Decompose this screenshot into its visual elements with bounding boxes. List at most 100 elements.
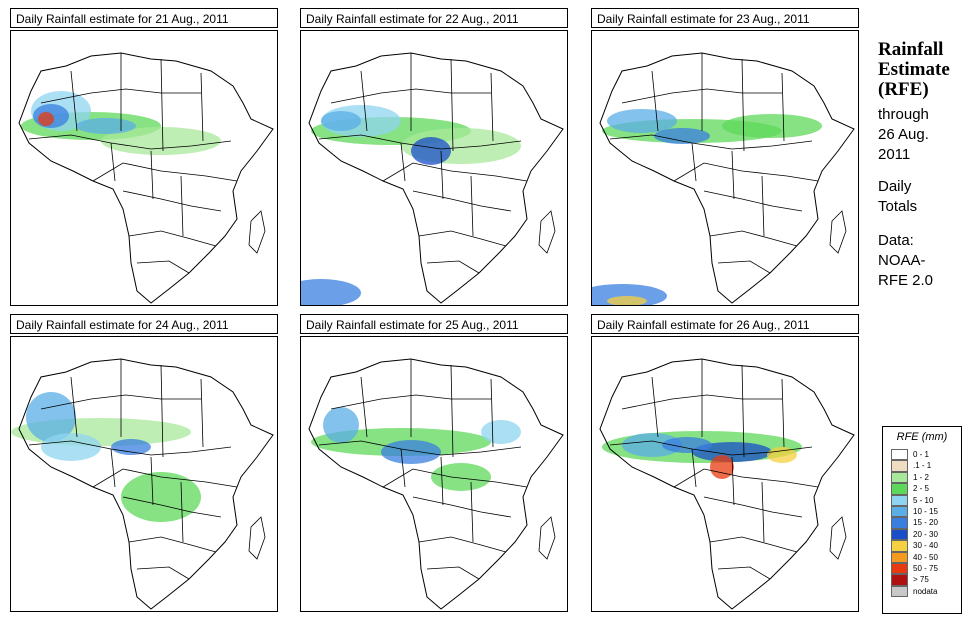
- legend-item: 5 - 10: [883, 494, 961, 506]
- legend-label: 10 - 15: [913, 506, 938, 516]
- heading-rainfall: Rainfall: [878, 39, 944, 60]
- rainfall-map-svg: [592, 52, 855, 305]
- legend-swatch: [891, 562, 908, 575]
- data-source-line2: RFE 2.0: [878, 272, 934, 289]
- map-panel-21-aug: Daily Rainfall estimate for 21 Aug., 201…: [10, 8, 280, 308]
- madagascar: [538, 210, 556, 254]
- legend-label: 15 - 20: [913, 518, 938, 528]
- legend-swatch: [891, 449, 908, 461]
- madagascar: [829, 516, 847, 560]
- rainfall-overlay: [592, 109, 822, 305]
- madagascar: [248, 516, 266, 560]
- through-label: through: [878, 106, 929, 123]
- madagascar: [248, 210, 266, 254]
- land-area: [600, 53, 854, 303]
- legend-label: 20 - 30: [913, 529, 938, 539]
- legend-swatch: [891, 528, 908, 541]
- country-borders: [318, 53, 528, 274]
- country-borders: [609, 359, 819, 580]
- panel-title: Daily Rainfall estimate for 22 Aug., 201…: [300, 8, 568, 28]
- totals-label: Totals: [878, 198, 918, 215]
- legend-swatch: [891, 585, 908, 598]
- legend-label: > 75: [913, 575, 929, 585]
- legend-item: 20 - 30: [883, 528, 961, 541]
- legend-title: RFE (mm): [896, 431, 948, 443]
- coastline: [308, 358, 564, 610]
- legend-item: 40 - 50: [883, 551, 961, 563]
- rainfall-overlay: [21, 91, 221, 155]
- rainfall-overlay: [301, 105, 521, 305]
- heading-rfe: (RFE): [878, 79, 929, 100]
- legend-item: 30 - 40: [883, 540, 961, 552]
- legend-label: 5 - 10: [913, 495, 934, 505]
- land-area: [309, 53, 563, 303]
- rainfall-map-svg: [301, 52, 564, 305]
- country-borders: [28, 53, 238, 274]
- panel-title: Daily Rainfall estimate for 21 Aug., 201…: [10, 8, 278, 28]
- legend-swatch: [891, 483, 908, 495]
- legend-swatch: [891, 505, 908, 518]
- panel-title: Daily Rainfall estimate for 25 Aug., 201…: [300, 314, 568, 334]
- panel-title: Daily Rainfall estimate for 26 Aug., 201…: [591, 314, 859, 334]
- rainfall-map-svg: [11, 358, 274, 610]
- legend-label: 2 - 5: [913, 484, 930, 494]
- map-panel-25-aug: Daily Rainfall estimate for 25 Aug., 201…: [300, 314, 570, 614]
- legend-item: > 75: [883, 574, 961, 586]
- country-borders: [28, 359, 238, 580]
- heading-estimate: Estimate: [878, 59, 950, 80]
- legend-swatch: [891, 517, 908, 529]
- africa-rainfall-map: [591, 336, 859, 612]
- through-year: 2011: [878, 146, 911, 163]
- map-description: Rainfall Estimate (RFE) through 26 Aug. …: [878, 40, 963, 291]
- coastline: [18, 358, 274, 610]
- country-borders: [609, 53, 819, 274]
- legend-item: 15 - 20: [883, 517, 961, 529]
- africa-rainfall-map: [10, 336, 278, 612]
- legend-label: 30 - 40: [913, 541, 938, 551]
- data-label: Data:: [878, 232, 914, 249]
- legend-swatch: [891, 460, 908, 472]
- rainfall-map-svg: [308, 358, 564, 610]
- legend-item: .1 - 1: [883, 460, 961, 472]
- country-borders: [318, 359, 528, 580]
- coastline: [599, 358, 855, 610]
- legend-swatch: [891, 574, 908, 586]
- coastline: [18, 52, 274, 304]
- legend-item: 10 - 15: [883, 505, 961, 518]
- africa-rainfall-map: [300, 30, 568, 306]
- rainfall-overlay: [602, 431, 802, 479]
- legend-label: .1 - 1: [913, 461, 932, 471]
- legend-label: 40 - 50: [913, 552, 938, 562]
- land-area: [19, 53, 273, 303]
- panel-title: Daily Rainfall estimate for 23 Aug., 201…: [591, 8, 859, 28]
- land-area: [600, 359, 854, 609]
- legend-swatch: [891, 540, 908, 552]
- legend-item: 1 - 2: [883, 471, 961, 484]
- legend-item: 2 - 5: [883, 483, 961, 495]
- legend-label: 0 - 1: [913, 450, 930, 459]
- map-panel-24-aug: Daily Rainfall estimate for 24 Aug., 201…: [10, 314, 280, 614]
- legend-item: 50 - 75: [883, 562, 961, 575]
- daily-label: Daily: [878, 178, 912, 195]
- legend-swatch: [891, 471, 908, 484]
- legend-label: 50 - 75: [913, 563, 938, 573]
- rainfall-map-svg: [18, 52, 274, 304]
- panel-title: Daily Rainfall estimate for 24 Aug., 201…: [10, 314, 278, 334]
- madagascar: [829, 210, 847, 254]
- map-panel-22-aug: Daily Rainfall estimate for 22 Aug., 201…: [300, 8, 570, 308]
- data-source-line1: NOAA-: [878, 252, 926, 269]
- legend-item: nodata: [883, 585, 961, 598]
- map-panel-26-aug: Daily Rainfall estimate for 26 Aug., 201…: [591, 314, 861, 614]
- legend-label: nodata: [913, 586, 938, 596]
- coastline: [599, 52, 855, 304]
- rainfall-overlay: [311, 407, 521, 491]
- rainfall-map-svg: [599, 358, 855, 610]
- legend-label: 1 - 2: [913, 472, 930, 482]
- legend-swatch: [891, 551, 908, 563]
- madagascar: [538, 516, 556, 560]
- africa-rainfall-map: [300, 336, 568, 612]
- map-panel-23-aug: Daily Rainfall estimate for 23 Aug., 201…: [591, 8, 861, 308]
